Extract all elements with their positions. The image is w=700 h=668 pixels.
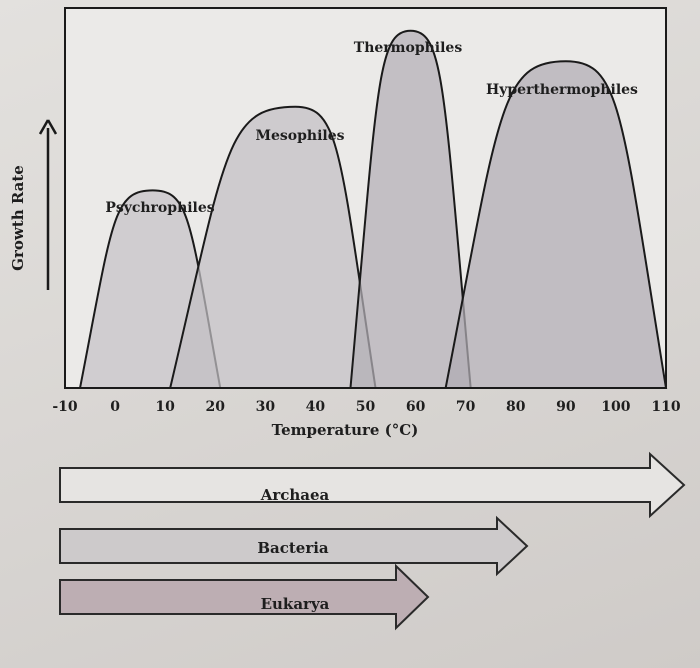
x-axis-label: Temperature (°C) bbox=[272, 421, 419, 439]
curve-hyperthermophiles bbox=[444, 60, 668, 389]
domain-arrow-eukarya bbox=[59, 563, 430, 631]
x-tick-label: 80 bbox=[506, 399, 526, 415]
curve-mesophiles bbox=[168, 105, 377, 389]
x-tick-label: 100 bbox=[601, 399, 630, 415]
x-tick-label: 10 bbox=[155, 399, 175, 415]
curve-label-mesophiles: Mesophiles bbox=[255, 128, 344, 144]
x-tick-label: 90 bbox=[556, 399, 576, 415]
domain-arrow-label-bacteria: Bacteria bbox=[257, 539, 329, 557]
x-tick-label: 30 bbox=[256, 399, 276, 415]
x-tick-group: -10 0 10 20 30 40 50 60 70 80 90 100 110 bbox=[52, 399, 681, 415]
domain-arrow-label-archaea: Archaea bbox=[260, 486, 330, 504]
x-tick-label: 70 bbox=[456, 399, 476, 415]
curve-label-hyperthermophiles: Hyperthermophiles bbox=[486, 82, 638, 98]
y-axis-label-group: Growth Rate bbox=[9, 119, 58, 290]
x-tick-label: 50 bbox=[356, 399, 376, 415]
up-arrow-icon bbox=[38, 119, 58, 135]
domain-arrow-label-eukarya: Eukarya bbox=[261, 595, 330, 613]
x-tick-label: -10 bbox=[52, 399, 78, 415]
y-axis-label: Growth Rate bbox=[9, 165, 27, 271]
curve-thermophiles bbox=[349, 29, 472, 389]
curve-label-thermophiles: Thermophiles bbox=[354, 40, 463, 56]
x-tick-label: 0 bbox=[110, 399, 120, 415]
domain-arrow-bacteria bbox=[59, 515, 529, 577]
curve-group bbox=[78, 29, 668, 389]
domain-arrow-group: Archaea Bacteria Eukarya bbox=[59, 451, 686, 631]
x-tick-label: 40 bbox=[306, 399, 326, 415]
x-tick-label: 60 bbox=[406, 399, 426, 415]
x-tick-label: 110 bbox=[651, 399, 680, 415]
curve-label-psychrophiles: Psychrophiles bbox=[105, 200, 214, 216]
curve-label-group: Psychrophiles Mesophiles Thermophiles Hyper… bbox=[105, 40, 638, 216]
x-tick-label: 20 bbox=[206, 399, 226, 415]
domain-arrow-archaea bbox=[59, 451, 686, 519]
